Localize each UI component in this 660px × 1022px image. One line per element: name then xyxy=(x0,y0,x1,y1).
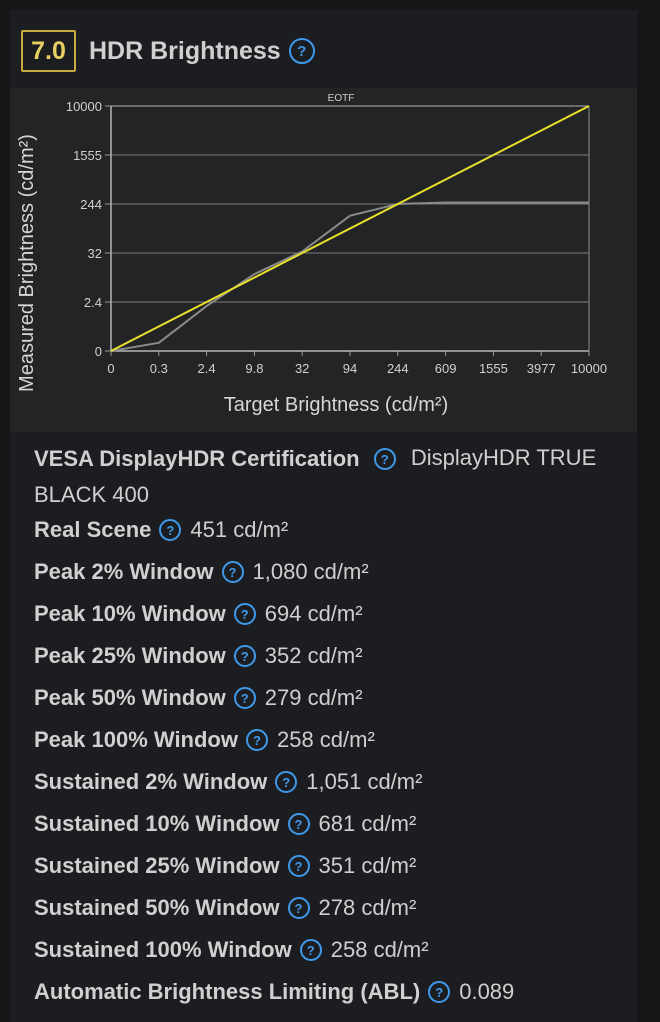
x-tick-label: 2.4 xyxy=(198,361,216,376)
spec-list: VESA DisplayHDR Certification ? DisplayH… xyxy=(34,430,624,1013)
spec-label: Peak 10% Window xyxy=(34,601,226,627)
help-icon[interactable]: ? xyxy=(221,561,244,584)
x-tick-label: 0.3 xyxy=(150,361,168,376)
spec-row-sustained-10: Sustained 10% Window ? 681 cd/m² xyxy=(34,803,624,845)
spec-value: 351 cd/m² xyxy=(318,853,417,879)
spec-label: Peak 100% Window xyxy=(34,727,238,753)
x-tick-label: 9.8 xyxy=(245,361,263,376)
help-icon[interactable]: ? xyxy=(233,645,256,668)
spec-label: Sustained 25% Window xyxy=(34,853,280,879)
spec-value: 1,051 cd/m² xyxy=(306,769,423,795)
y-tick-label: 32 xyxy=(88,246,102,261)
y-tick-label: 1555 xyxy=(73,148,102,163)
x-tick-label: 3977 xyxy=(527,361,556,376)
spec-row-abl: Automatic Brightness Limiting (ABL) ? 0.… xyxy=(34,971,624,1013)
help-icon[interactable]: ? xyxy=(299,939,322,962)
spec-row-sustained-50: Sustained 50% Window ? 278 cd/m² xyxy=(34,887,624,929)
hdr-brightness-panel: 7.0 HDR Brightness ? EOTF 0 2.4 32 244 1555 1… xyxy=(10,10,637,1022)
help-icon[interactable]: ? xyxy=(245,729,268,752)
help-icon[interactable]: ? xyxy=(428,981,451,1004)
help-icon[interactable]: ? xyxy=(287,897,310,920)
spec-label: Sustained 10% Window xyxy=(34,811,280,837)
section-header: 7.0 HDR Brightness ? xyxy=(21,29,315,73)
spec-row-peak-50: Peak 50% Window ? 279 cd/m² xyxy=(34,677,624,719)
x-tick-label: 1555 xyxy=(479,361,508,376)
score-badge: 7.0 xyxy=(21,30,76,72)
spec-row-real-scene: Real Scene ? 451 cd/m² xyxy=(34,509,624,551)
spec-label: Sustained 100% Window xyxy=(34,937,292,963)
help-icon[interactable]: ? xyxy=(287,855,310,878)
spec-label: Peak 2% Window xyxy=(34,559,214,585)
spec-row-peak-2: Peak 2% Window ? 1,080 cd/m² xyxy=(34,551,624,593)
spec-row-sustained-100: Sustained 100% Window ? 258 cd/m² xyxy=(34,929,624,971)
x-tick-label: 0 xyxy=(107,361,114,376)
y-tick-label: 2.4 xyxy=(84,295,102,310)
spec-value: 681 cd/m² xyxy=(318,811,417,837)
help-icon[interactable]: ? xyxy=(287,813,310,836)
help-icon[interactable]: ? xyxy=(275,771,298,794)
spec-value: 352 cd/m² xyxy=(264,643,363,669)
spec-value: 0.089 xyxy=(459,979,515,1005)
help-icon[interactable]: ? xyxy=(288,38,315,64)
spec-value: 279 cd/m² xyxy=(264,685,363,711)
spec-label: Sustained 2% Window xyxy=(34,769,268,795)
spec-value: DisplayHDR TRUE BLACK 400 xyxy=(34,445,597,508)
section-title: HDR Brightness xyxy=(89,36,281,65)
x-axis-label: Target Brightness (cd/m²) xyxy=(224,394,449,416)
y-tick-label: 0 xyxy=(95,344,102,359)
spec-row-vesa-certification: VESA DisplayHDR Certification ? DisplayH… xyxy=(34,430,624,513)
spec-value: 278 cd/m² xyxy=(318,895,417,921)
spec-label: Peak 25% Window xyxy=(34,643,226,669)
spec-row-peak-100: Peak 100% Window ? 258 cd/m² xyxy=(34,719,624,761)
spec-row-peak-10: Peak 10% Window ? 694 cd/m² xyxy=(34,593,624,635)
help-icon[interactable]: ? xyxy=(233,603,256,626)
spec-label: VESA DisplayHDR Certification xyxy=(34,446,360,472)
spec-value: 451 cd/m² xyxy=(190,517,289,543)
eotf-chart: EOTF 0 2.4 32 244 1555 10000 0 0.3 2.4 9.8 32 94 24… xyxy=(10,88,637,432)
spec-row-peak-25: Peak 25% Window ? 352 cd/m² xyxy=(34,635,624,677)
x-tick-label: 32 xyxy=(295,361,309,376)
help-icon[interactable]: ? xyxy=(159,519,182,542)
spec-label: Sustained 50% Window xyxy=(34,895,280,921)
chart-title: EOTF xyxy=(328,93,355,104)
spec-value: 694 cd/m² xyxy=(264,601,363,627)
spec-value: 1,080 cd/m² xyxy=(252,559,369,585)
spec-row-sustained-25: Sustained 25% Window ? 351 cd/m² xyxy=(34,845,624,887)
spec-row-sustained-2: Sustained 2% Window ? 1,051 cd/m² xyxy=(34,761,624,803)
help-icon[interactable]: ? xyxy=(233,687,256,710)
x-tick-label: 10000 xyxy=(571,361,607,376)
help-icon[interactable]: ? xyxy=(373,448,396,471)
measured-eotf-line xyxy=(110,201,589,352)
x-tick-label: 94 xyxy=(343,361,357,376)
spec-value: 258 cd/m² xyxy=(276,727,375,753)
spec-value: 258 cd/m² xyxy=(330,937,429,963)
x-tick-label: 609 xyxy=(435,361,457,376)
spec-label: Real Scene xyxy=(34,517,152,543)
y-tick-label: 244 xyxy=(80,197,102,212)
x-tick-label: 244 xyxy=(387,361,409,376)
eotf-chart-svg: EOTF 0 2.4 32 244 1555 10000 0 0.3 2.4 9.8 32 94 24… xyxy=(16,93,607,416)
y-axis-label: Measured Brightness (cd/m²) xyxy=(16,134,38,392)
y-tick-label: 10000 xyxy=(66,99,102,114)
spec-label: Peak 50% Window xyxy=(34,685,226,711)
target-eotf-line xyxy=(110,105,590,352)
spec-label: Automatic Brightness Limiting (ABL) xyxy=(34,979,421,1005)
